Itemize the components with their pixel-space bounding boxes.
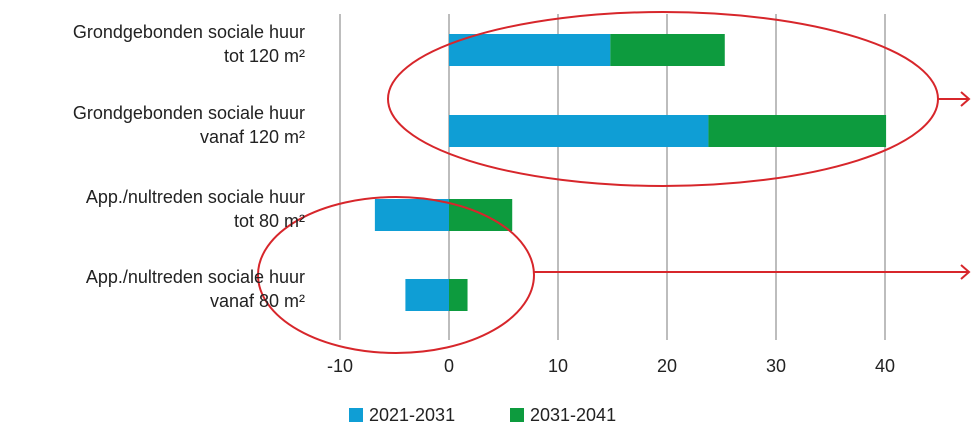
bar-segment	[405, 279, 449, 311]
x-tick-label: 0	[444, 356, 454, 376]
legend: 2021-2031 2031-2041	[349, 405, 616, 425]
x-tick-label: 20	[657, 356, 677, 376]
category-labels: Grondgebonden sociale huur tot 120 m²Gron…	[73, 22, 305, 311]
category-label: App./nultreden sociale huur vanaf 80 m²	[86, 267, 305, 311]
category-label-line: tot 80 m²	[234, 211, 305, 231]
category-label: App./nultreden sociale huur tot 80 m²	[86, 187, 305, 231]
x-tick-labels: -10 0 10 20 30 40	[327, 356, 895, 376]
legend-swatch	[349, 408, 363, 422]
category-label: Grondgebonden sociale huur tot 120 m²	[73, 22, 305, 66]
category-label-line: vanaf 80 m²	[210, 291, 305, 311]
legend-label: 2021-2031	[369, 405, 455, 425]
x-tick-label: -10	[327, 356, 353, 376]
category-label-line: Grondgebonden sociale huur	[73, 22, 305, 42]
category-label-line: Grondgebonden sociale huur	[73, 103, 305, 123]
annotations	[257, 11, 971, 354]
x-tick-label: 30	[766, 356, 786, 376]
bar-segment	[449, 115, 709, 147]
category-label-line: App./nultreden sociale huur	[86, 187, 305, 207]
category-label: Grondgebonden sociale huur vanaf 120 m²	[73, 103, 305, 147]
x-tick-label: 10	[548, 356, 568, 376]
category-label-line: tot 120 m²	[224, 46, 305, 66]
annotation-arrowhead	[960, 91, 971, 107]
legend-label: 2031-2041	[530, 405, 616, 425]
annotation-ellipse	[257, 196, 535, 354]
category-label-line: vanaf 120 m²	[200, 127, 305, 147]
category-label-line: App./nultreden sociale huur	[86, 267, 305, 287]
gridlines	[339, 14, 886, 340]
legend-swatch	[510, 408, 524, 422]
annotation-arrowhead	[960, 264, 971, 280]
bar-segment	[610, 34, 725, 66]
x-tick-label: 40	[875, 356, 895, 376]
bar-segment	[374, 199, 449, 231]
bar-segment	[449, 279, 468, 311]
bar-segment	[449, 34, 611, 66]
bars	[374, 34, 887, 311]
bar-segment	[708, 115, 887, 147]
